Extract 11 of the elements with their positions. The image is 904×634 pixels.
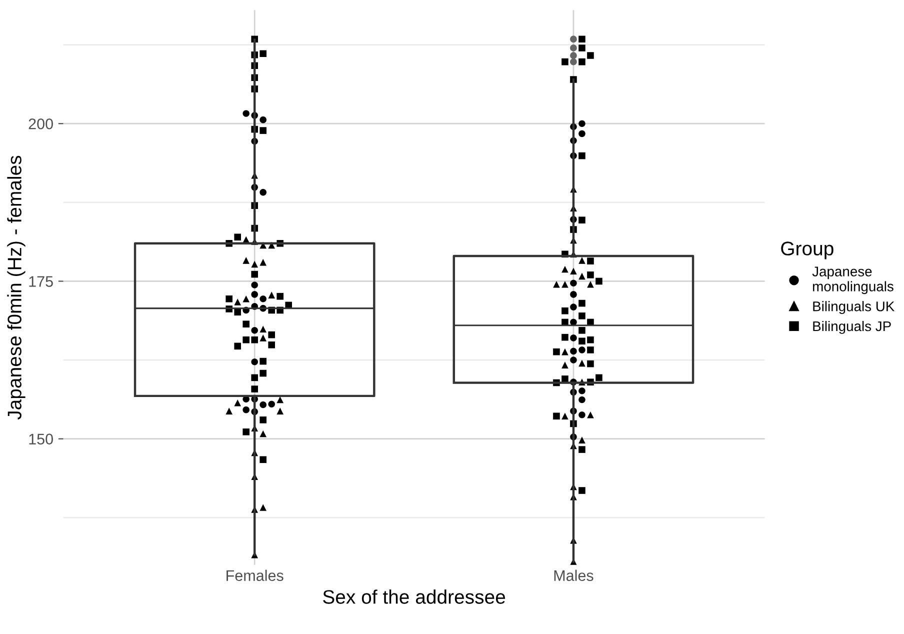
legend-label: Japanese monolinguals (812, 266, 894, 294)
x-axis-title: Sex of the addressee (323, 590, 506, 604)
legend-label: Bilinguals UK (813, 301, 895, 314)
x-tick-label: Females (226, 570, 284, 581)
x-tick-label: Males (554, 570, 594, 581)
legend-title: Group (781, 242, 834, 260)
y-tick-label: 200 (28, 118, 53, 130)
y-tick-label: 150 (29, 434, 53, 444)
y-tick-label: 175 (29, 276, 53, 287)
y-axis-title: Japanese f0min (Hz) - females (7, 156, 26, 420)
legend-label: Bilinguals JP (813, 320, 891, 334)
